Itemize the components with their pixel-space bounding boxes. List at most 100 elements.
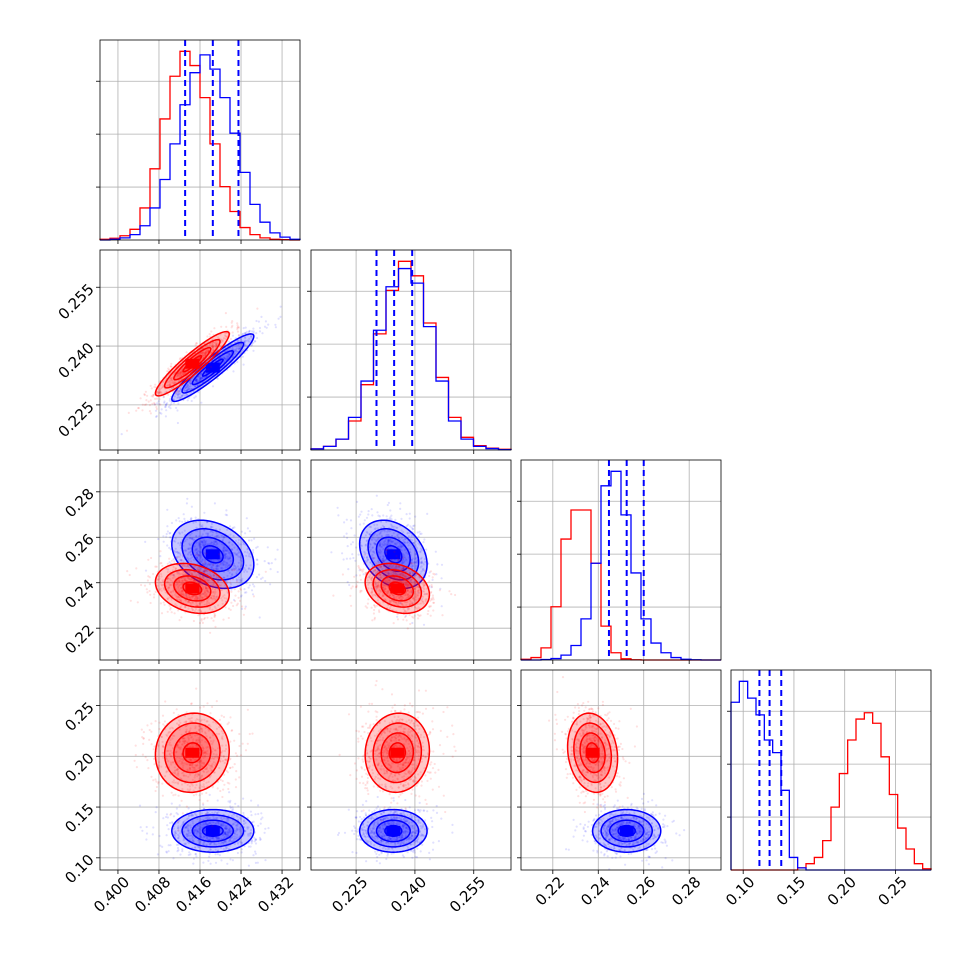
sample-point [207,368,210,371]
sample-point [203,539,206,542]
sample-point [190,532,193,535]
sample-point [430,597,433,600]
sample-point [195,598,198,601]
sample-point [390,518,393,521]
sample-point [229,806,232,809]
sample-point [421,582,424,586]
sample-point [369,542,372,546]
sample-point [384,587,387,590]
sample-point [168,546,171,550]
sample-point [207,562,210,565]
sample-point [159,555,162,558]
sample-point [401,603,404,606]
sample-point [191,378,194,381]
sample-point [370,538,373,541]
histogram-series-0 [520,509,721,661]
sample-point [190,517,193,521]
sample-point [391,541,394,544]
sample-point [402,579,405,582]
sample-point [217,604,220,607]
sample-point [388,572,391,576]
sample-point [351,541,354,544]
sample-point [375,584,378,587]
sample-point [184,580,188,583]
sample-point [413,587,416,590]
sample-point [359,523,362,526]
sample-point [375,582,378,585]
sample-point [403,601,406,604]
sample-point [155,415,158,418]
sample-point [267,323,270,326]
sample-point [365,556,368,559]
sample-point [204,569,207,572]
sample-point [274,323,277,326]
sample-point [393,572,396,576]
sample-point [175,550,178,553]
sample-point [183,529,186,532]
sample-point [182,570,185,573]
sample-point [402,539,405,542]
sample-point [174,832,177,835]
sample-point [387,539,390,542]
sample-point [229,585,232,589]
sample-point [221,543,224,546]
sample-point [203,570,206,573]
sample-point [376,585,380,589]
sample-point [419,550,422,553]
sample-point [194,343,197,346]
sample-point [355,574,358,577]
sample-point [205,540,208,543]
sample-point [416,613,419,616]
sample-point [153,403,156,406]
sample-point [238,543,241,546]
sample-point [377,551,380,554]
sample-point [206,534,209,537]
sample-point [194,596,197,599]
sample-point [180,586,183,589]
sample-point [175,594,178,597]
sample-point [169,407,172,410]
sample-point [389,509,392,512]
sample-point [244,332,247,335]
sample-point [176,850,179,853]
sample-point [232,370,235,373]
sample-point [279,315,282,318]
sample-point [231,527,234,530]
sample-point [229,799,232,802]
sample-point [364,571,367,574]
sample-point [181,593,185,596]
contour-0-2 [163,338,221,389]
sample-point [378,610,381,614]
sample-point [365,530,368,534]
sample-point [166,380,170,383]
sample-point [220,563,223,566]
sample-point [371,593,374,596]
sample-point [395,578,399,581]
sample-point [224,548,227,551]
sample-point [236,328,239,331]
sample-point [252,549,255,552]
sample-point [226,581,229,584]
sample-point [180,591,183,594]
sample-point [422,584,426,587]
sample-point [244,344,247,347]
sample-point [366,558,369,561]
sample-point [431,576,434,579]
sample-point [146,591,149,594]
sample-point [204,563,207,566]
sample-point [228,541,231,544]
sample-point [202,354,205,357]
sample-point [222,563,225,567]
sample-point [410,561,413,564]
sample-point [152,826,155,829]
sample-point [246,551,249,554]
sample-point [165,409,168,412]
sample-point [413,561,416,564]
sample-point [164,406,167,409]
sample-point [178,520,181,523]
sample-point [414,543,417,547]
sample-point [389,601,392,604]
sample-point [168,536,171,539]
sample-point [384,558,387,562]
sample-point [224,831,227,834]
